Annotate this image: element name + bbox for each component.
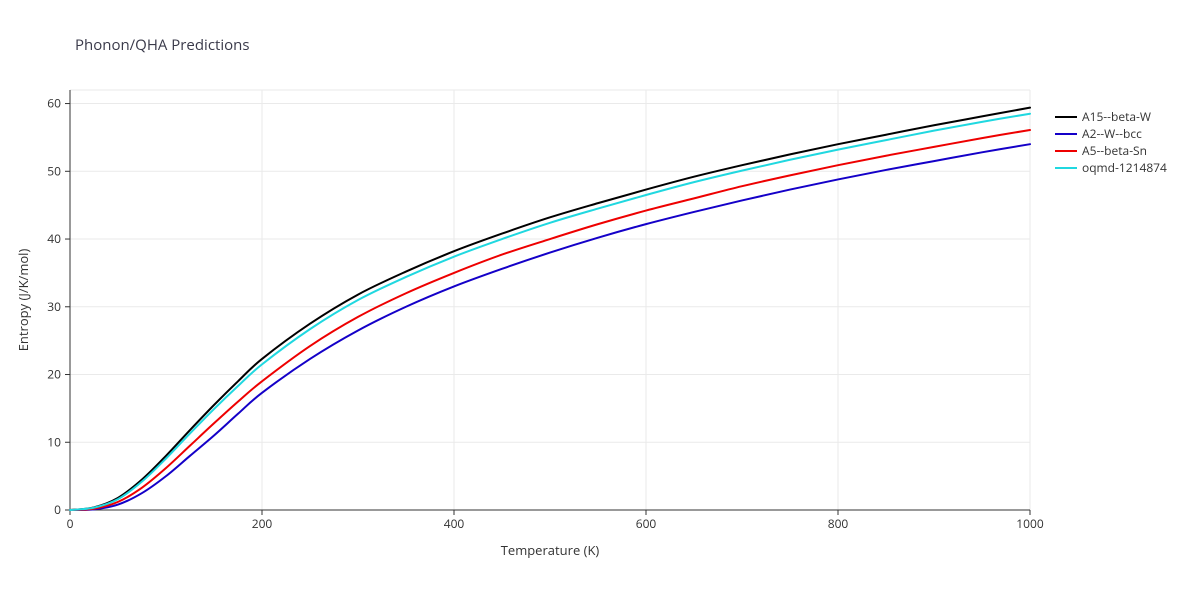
series-line[interactable] [70, 114, 1030, 510]
axes [65, 90, 1030, 515]
tick-labels: 0 200 400 600 800 1000 0 10 20 30 40 50 60 [47, 95, 1044, 532]
grid [70, 90, 1030, 510]
x-tick-label: 400 [444, 515, 465, 532]
x-tick-label: 800 [828, 515, 849, 532]
series-line[interactable] [70, 108, 1030, 510]
legend-label: A15--beta-W [1082, 108, 1151, 125]
y-tick-label: 50 [47, 162, 61, 179]
y-tick-label: 0 [54, 501, 61, 518]
legend-swatch [1055, 116, 1077, 118]
legend-item[interactable]: A15--beta-W [1055, 108, 1167, 125]
legend-label: A5--beta-Sn [1082, 142, 1147, 159]
legend-swatch [1055, 133, 1077, 135]
legend-item[interactable]: A5--beta-Sn [1055, 142, 1167, 159]
legend-label: A2--W--bcc [1082, 125, 1142, 142]
x-tick-label: 600 [636, 515, 657, 532]
x-tick-label: 200 [252, 515, 273, 532]
x-axis-label: Temperature (K) [501, 541, 600, 559]
legend-swatch [1055, 167, 1077, 169]
legend-item[interactable]: oqmd-1214874 [1055, 159, 1167, 176]
legend-label: oqmd-1214874 [1082, 159, 1167, 176]
series-group [70, 108, 1030, 510]
y-tick-label: 10 [47, 433, 61, 450]
y-axis-label: Entropy (J/K/mol) [14, 249, 32, 352]
y-tick-label: 30 [47, 298, 61, 315]
y-tick-label: 60 [47, 95, 61, 112]
x-tick-label: 1000 [1016, 515, 1044, 532]
legend: A15--beta-WA2--W--bccA5--beta-Snoqmd-121… [1055, 108, 1167, 176]
y-tick-label: 40 [47, 230, 61, 247]
series-line[interactable] [70, 130, 1030, 510]
chart-svg: 0 200 400 600 800 1000 0 10 20 30 40 50 60 Temperatu… [0, 0, 1200, 600]
y-tick-label: 20 [47, 366, 61, 383]
legend-item[interactable]: A2--W--bcc [1055, 125, 1167, 142]
legend-swatch [1055, 150, 1077, 152]
series-line[interactable] [70, 144, 1030, 510]
x-tick-label: 0 [67, 515, 74, 532]
chart-container: Phonon/QHA Predictions 02004006008001000… [0, 0, 1200, 600]
